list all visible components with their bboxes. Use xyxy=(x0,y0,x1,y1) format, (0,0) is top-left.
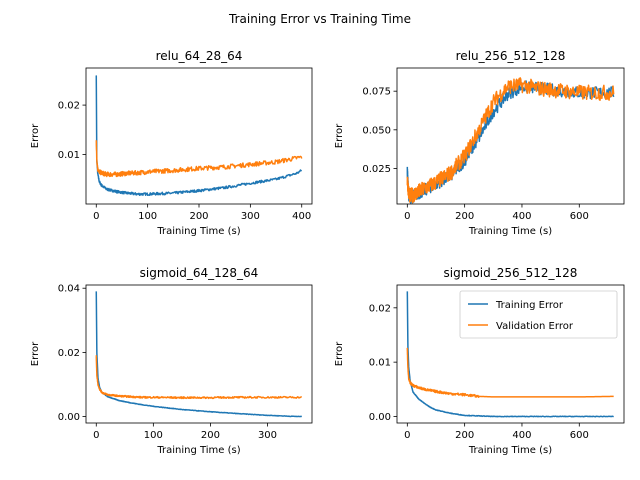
x-tick-label: 0 xyxy=(404,211,410,222)
y-tick-label: 0.02 xyxy=(369,303,391,314)
y-axis-label: Error xyxy=(334,341,345,366)
subplot-title: relu_64_28_64 xyxy=(156,49,243,63)
y-axis-label: Error xyxy=(334,123,345,148)
series-group xyxy=(406,291,614,418)
x-tick-label: 200 xyxy=(189,211,208,222)
y-tick-label: 0.00 xyxy=(369,412,391,423)
x-tick-label: 100 xyxy=(138,211,157,222)
x-tick-label: 200 xyxy=(455,211,474,222)
figure-title: Training Error vs Training Time xyxy=(228,12,411,26)
subplot-2: 0 200 400 600 0.025 0.050 0.075 relu_256_512_12… xyxy=(334,49,625,237)
series-group xyxy=(406,77,615,204)
y-axis-label: Error xyxy=(30,123,41,148)
validation-error-line xyxy=(95,355,302,400)
validation-error-line xyxy=(95,139,303,178)
y-tick-label: 0.00 xyxy=(58,412,80,423)
subplot-3: 0 100 200 300 0.00 0.02 0.04 sigmoid_64_128_64 T… xyxy=(30,266,313,456)
y-axis-label: Error xyxy=(30,341,41,366)
legend-entry: Validation Error xyxy=(496,321,574,332)
y-tick-label: 0.02 xyxy=(58,348,80,359)
validation-error-line xyxy=(406,77,615,204)
y-tick-label: 0.050 xyxy=(362,125,391,136)
legend: Training Error Validation Error xyxy=(459,290,618,339)
x-tick-label: 300 xyxy=(241,211,260,222)
axes-frame xyxy=(396,284,625,424)
subplot-title: sigmoid_64_128_64 xyxy=(140,266,259,280)
x-tick-label: 400 xyxy=(512,430,531,441)
x-tick-label: 200 xyxy=(455,430,474,441)
series-group xyxy=(95,291,303,418)
subplot-title: relu_256_512_128 xyxy=(456,49,566,63)
y-tick-label: 0.01 xyxy=(58,150,80,161)
x-tick-label: 300 xyxy=(258,430,277,441)
validation-error-line xyxy=(406,347,614,398)
y-tick-label: 0.02 xyxy=(58,101,80,112)
legend-box xyxy=(459,290,618,339)
y-tick-label: 0.01 xyxy=(369,358,391,369)
axes-frame xyxy=(85,284,313,424)
series-group xyxy=(95,75,303,197)
x-tick-label: 200 xyxy=(201,430,220,441)
x-axis-label: Training Time (s) xyxy=(468,226,552,237)
y-tick-label: 0.04 xyxy=(58,284,80,295)
x-axis-label: Training Time (s) xyxy=(156,226,240,237)
training-error-line xyxy=(95,75,302,197)
x-tick-label: 400 xyxy=(512,211,531,222)
legend-entry: Training Error xyxy=(495,300,564,311)
x-axis-label: Training Time (s) xyxy=(468,445,552,456)
subplot-4: 0 200 400 600 0.00 0.01 0.02 sigmoid_256_512_12… xyxy=(334,266,625,456)
axes-frame xyxy=(396,67,625,205)
x-tick-label: 400 xyxy=(292,211,311,222)
x-tick-label: 0 xyxy=(93,211,99,222)
subplot-title: sigmoid_256_512_128 xyxy=(444,266,578,280)
x-tick-label: 600 xyxy=(570,211,589,222)
y-tick-label: 0.025 xyxy=(362,164,391,175)
x-tick-label: 100 xyxy=(144,430,163,441)
subplots: 0 100 200 300 400 0.01 0.02 relu_64_28_64 Traini… xyxy=(30,49,625,456)
x-tick-label: 0 xyxy=(404,430,410,441)
x-axis-label: Training Time (s) xyxy=(156,445,240,456)
training-error-line xyxy=(406,291,614,418)
x-tick-label: 0 xyxy=(93,430,99,441)
subplot-1: 0 100 200 300 400 0.01 0.02 relu_64_28_64 Traini… xyxy=(30,49,313,237)
x-tick-label: 600 xyxy=(570,430,589,441)
y-tick-label: 0.075 xyxy=(362,87,391,98)
training-error-line xyxy=(95,291,303,418)
